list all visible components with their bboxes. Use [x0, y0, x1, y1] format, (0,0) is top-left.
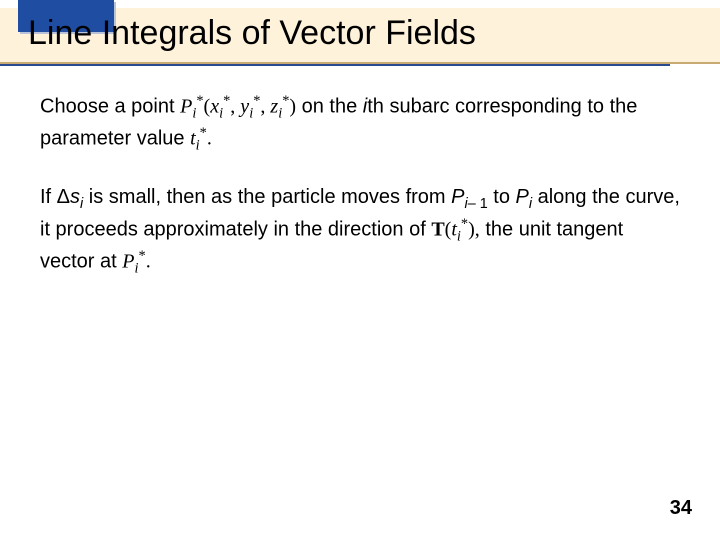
math-comma-2: , [260, 96, 270, 118]
paragraph-2: If Δsi is small, then as the particle mo… [40, 184, 680, 279]
math-t-sup-star: * [200, 125, 207, 141]
p2-text-2: is small, then as the particle moves fro… [83, 186, 451, 208]
math-s: s [70, 186, 80, 208]
title-underline-blue [0, 64, 670, 66]
math-Pf-dot: . [146, 250, 151, 272]
math-comma-1: , [230, 96, 240, 118]
math-delta: Δ [57, 186, 70, 208]
math-P1: P [451, 186, 464, 208]
p2-text-1: If [40, 186, 57, 208]
math-P: P [180, 96, 192, 118]
p2-text-3: to [488, 186, 516, 208]
math-T: T [431, 218, 444, 240]
math-T-rparen: ) [468, 218, 475, 240]
p1-text-1: Choose a point [40, 96, 180, 118]
body-text: Choose a point Pi*(xi*, yi*, zi*) on the… [40, 92, 680, 307]
math-t-dot: . [207, 128, 212, 150]
page-number: 34 [670, 497, 692, 520]
math-Pf: P [122, 250, 134, 272]
math-x: x [210, 96, 219, 118]
math-Pf-sup-star: * [138, 248, 145, 264]
paragraph-1: Choose a point Pi*(xi*, yi*, zi*) on the… [40, 92, 680, 156]
math-y: y [240, 96, 249, 118]
slide-title: Line Integrals of Vector Fields [28, 14, 476, 53]
p1-text-2: on the [296, 96, 363, 118]
math-P-sup-star: * [196, 93, 203, 109]
slide: Line Integrals of Vector Fields Choose a… [0, 0, 720, 540]
math-P1-sub-minus1: – 1 [468, 196, 488, 212]
math-P2: P [516, 186, 529, 208]
